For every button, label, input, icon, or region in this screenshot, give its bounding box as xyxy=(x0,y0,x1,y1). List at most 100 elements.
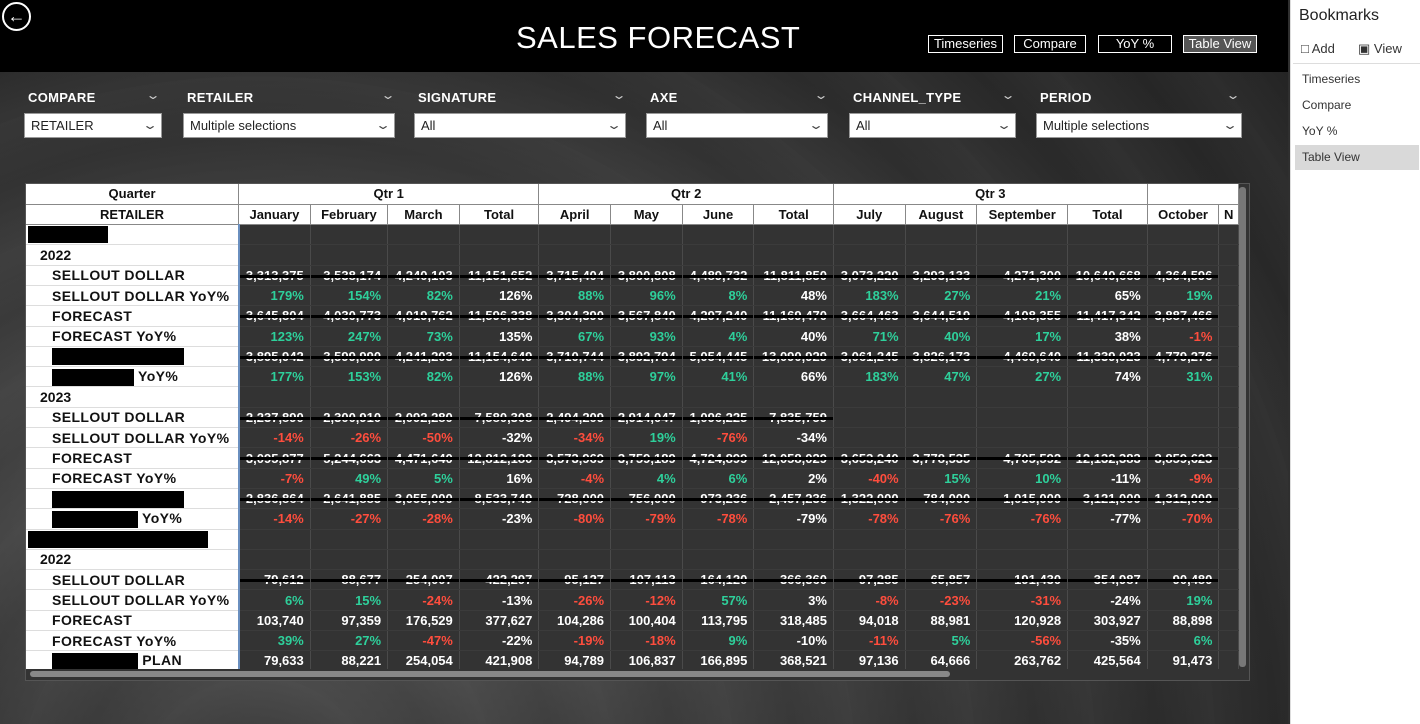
row-header[interactable]: SELLOUT DOLLAR xyxy=(26,407,240,429)
table-cell xyxy=(610,549,683,571)
month-header[interactable]: April xyxy=(538,204,612,226)
month-header[interactable]: Total xyxy=(459,204,540,226)
row-header[interactable] xyxy=(26,346,240,368)
table-cell: 2% xyxy=(753,468,834,489)
quarter-header[interactable]: Qtr 1 xyxy=(238,184,540,205)
bookmark-item-table-view[interactable]: Table View xyxy=(1295,145,1419,170)
month-header[interactable]: October xyxy=(1147,204,1220,226)
filter-retailer: RETAILER ⌄ Multiple selections ⌄ xyxy=(183,88,396,138)
nav-button-table-view[interactable]: Table View xyxy=(1183,35,1257,53)
filter-value: All xyxy=(856,118,871,133)
table-cell: 179% xyxy=(238,285,311,307)
add-bookmark-button[interactable]: □ Add xyxy=(1301,41,1335,56)
table-cell xyxy=(1218,427,1239,449)
table-cell xyxy=(1218,366,1239,388)
table-cell: -79% xyxy=(610,508,683,530)
month-header[interactable]: July xyxy=(833,204,906,226)
table-cell: 12,058,029 xyxy=(753,447,834,469)
row-header[interactable]: 2022 xyxy=(26,549,240,571)
row-header[interactable]: YoY% xyxy=(26,508,240,530)
vertical-scrollbar[interactable] xyxy=(1239,187,1246,667)
table-cell: 10,640,668 xyxy=(1067,265,1148,286)
month-header[interactable]: August xyxy=(905,204,978,226)
row-header[interactable]: FORECAST YoY% xyxy=(26,468,240,489)
row-header[interactable]: SELLOUT DOLLAR YoY% xyxy=(26,589,240,611)
table-row: FORECAST 3,095,877 5,244,663 4,471,640 12,81… xyxy=(26,447,1239,469)
month-header[interactable]: Total xyxy=(1067,204,1148,226)
corner-quarter-label: Quarter xyxy=(26,184,240,205)
row-header[interactable] xyxy=(26,529,240,550)
bookmark-item-compare[interactable]: Compare xyxy=(1302,98,1352,112)
row-header[interactable]: PLAN xyxy=(26,650,240,669)
table-cell xyxy=(538,224,612,246)
chevron-down-icon[interactable]: ⌄ xyxy=(1000,88,1016,102)
row-header[interactable]: FORECAST YoY% xyxy=(26,630,240,652)
row-header[interactable]: FORECAST xyxy=(26,305,240,327)
row-header[interactable]: SELLOUT DOLLAR xyxy=(26,265,240,286)
month-header[interactable]: Total xyxy=(753,204,834,226)
view-bookmark-button[interactable]: ▣ View xyxy=(1358,41,1402,57)
row-header[interactable] xyxy=(26,224,240,246)
row-header[interactable]: FORECAST xyxy=(26,610,240,632)
table-cell xyxy=(459,244,540,266)
table-cell: 4,271,300 xyxy=(976,265,1069,286)
filter-dropdown[interactable]: All ⌄ xyxy=(646,113,828,138)
nav-button-timeseries[interactable]: Timeseries xyxy=(928,35,1003,53)
month-header[interactable]: February xyxy=(310,204,389,226)
filter-dropdown[interactable]: All ⌄ xyxy=(849,113,1016,138)
table-cell: 756,000 xyxy=(610,488,683,510)
bookmark-item-timeseries[interactable]: Timeseries xyxy=(1302,72,1361,86)
row-header[interactable]: 2023 xyxy=(26,386,240,408)
table-cell xyxy=(538,386,612,408)
table-cell xyxy=(1218,346,1239,368)
table-row xyxy=(26,529,1239,550)
table-cell: 3,567,840 xyxy=(610,305,683,327)
quarter-header[interactable]: Qtr 2 xyxy=(538,184,834,205)
table-row: 2022 xyxy=(26,549,1239,571)
table-cell: 73% xyxy=(387,326,460,347)
quarter-header[interactable]: Qtr 3 xyxy=(833,184,1148,205)
table-cell xyxy=(387,529,460,550)
month-header[interactable]: N xyxy=(1218,204,1239,226)
table-cell: 15% xyxy=(905,468,978,489)
filter-dropdown[interactable]: All ⌄ xyxy=(414,113,626,138)
chevron-down-icon[interactable]: ⌄ xyxy=(611,88,627,102)
horizontal-scrollbar[interactable] xyxy=(30,671,950,677)
filter-value: All xyxy=(421,118,436,133)
month-header[interactable]: June xyxy=(682,204,755,226)
row-header[interactable]: SELLOUT DOLLAR YoY% xyxy=(26,427,240,449)
report-header: ← SALES FORECAST Timeseries Compare YoY … xyxy=(0,0,1288,72)
chevron-down-icon[interactable]: ⌄ xyxy=(380,88,396,102)
month-header[interactable]: May xyxy=(610,204,683,226)
table-cell: 3,778,535 xyxy=(905,447,978,469)
month-header[interactable]: March xyxy=(387,204,460,226)
month-header[interactable]: September xyxy=(976,204,1069,226)
table-cell xyxy=(1218,265,1239,286)
table-cell xyxy=(905,244,978,266)
matrix-visual[interactable]: Quarter Qtr 1 Qtr 2 Qtr 3 RETAILER January Feb… xyxy=(25,183,1250,681)
row-header[interactable]: YoY% xyxy=(26,366,240,388)
row-header[interactable]: SELLOUT DOLLAR xyxy=(26,569,240,591)
chevron-down-icon[interactable]: ⌄ xyxy=(145,88,161,102)
filter-dropdown[interactable]: Multiple selections ⌄ xyxy=(183,113,395,138)
filter-dropdown[interactable]: Multiple selections ⌄ xyxy=(1036,113,1242,138)
nav-button-compare[interactable]: Compare xyxy=(1014,35,1086,53)
table-cell: 67% xyxy=(538,326,612,347)
table-cell: 303,927 xyxy=(1067,610,1148,632)
chevron-down-icon[interactable]: ⌄ xyxy=(1225,88,1241,102)
table-cell: 11,811,850 xyxy=(753,265,834,286)
chevron-down-icon[interactable]: ⌄ xyxy=(813,88,829,102)
table-cell: 11,596,338 xyxy=(459,305,540,327)
nav-button-yoy[interactable]: YoY % xyxy=(1098,35,1172,53)
back-arrow-icon[interactable]: ← xyxy=(2,2,31,31)
table-cell: 41% xyxy=(682,366,755,388)
bookmark-item-yoy[interactable]: YoY % xyxy=(1302,124,1338,138)
row-header[interactable]: SELLOUT DOLLAR YoY% xyxy=(26,285,240,307)
row-header[interactable]: FORECAST xyxy=(26,447,240,469)
row-header[interactable]: FORECAST YoY% xyxy=(26,326,240,347)
filter-label: COMPARE xyxy=(28,90,96,105)
row-header[interactable]: 2022 xyxy=(26,244,240,266)
filter-dropdown[interactable]: RETAILER ⌄ xyxy=(24,113,162,138)
month-header[interactable]: January xyxy=(238,204,311,226)
row-header[interactable] xyxy=(26,488,240,510)
